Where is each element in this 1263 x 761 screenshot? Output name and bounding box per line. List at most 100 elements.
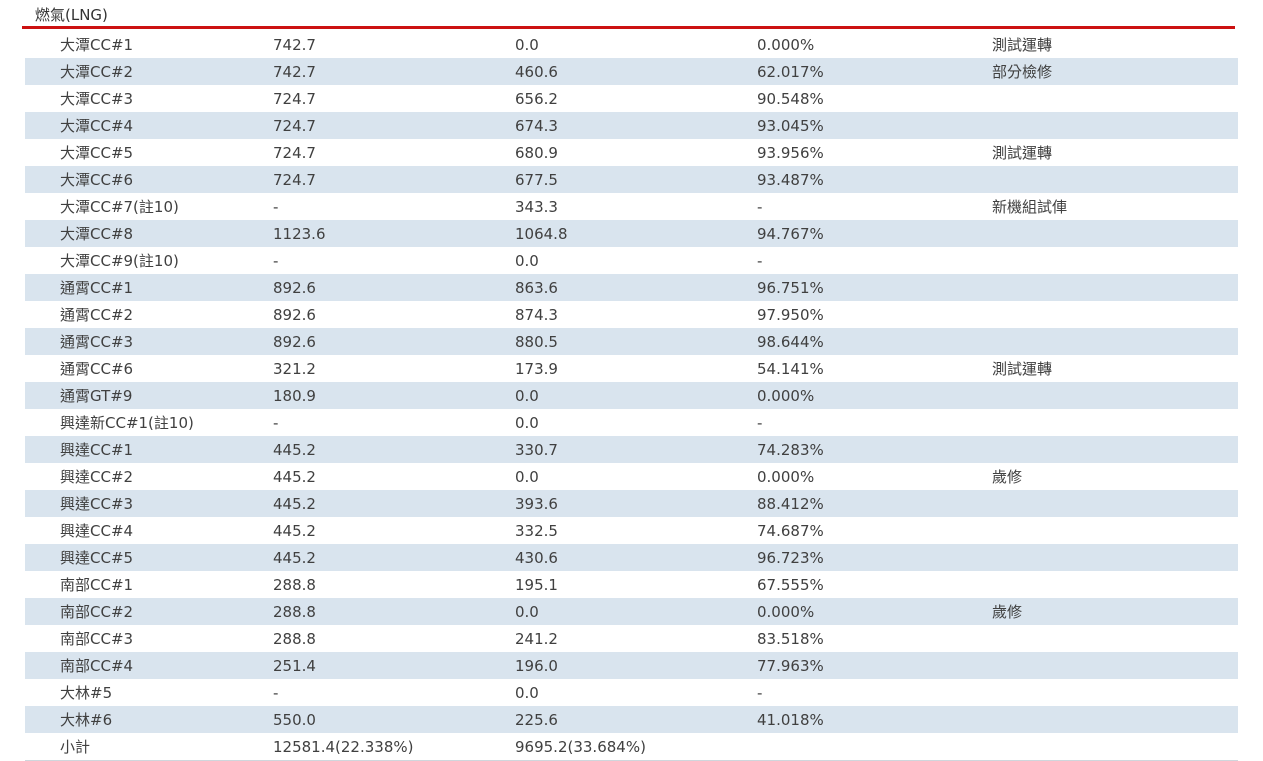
remark-text: 測試運轉 (992, 36, 1053, 54)
table-row: 小計 12581.4(22.338%) 9695.2(33.684%) (25, 733, 1238, 760)
output-value: 677.5 (515, 170, 558, 189)
remark-text: 歲修 (992, 468, 1023, 486)
output-value: 332.5 (515, 521, 558, 540)
unit-name: 通霄CC#6 (60, 360, 134, 378)
percent-value: 77.963% (757, 656, 824, 675)
percent-value: 90.548% (757, 89, 824, 108)
table-row: 興達新CC#1(註10) - 0.0 - (25, 409, 1238, 436)
output-value: 430.6 (515, 548, 558, 567)
percent-value: 74.687% (757, 521, 824, 540)
capacity-value: 724.7 (273, 143, 316, 162)
table-row: 通霄GT#9 180.9 0.0 0.000% (25, 382, 1238, 409)
table-row: 興達CC#2 445.2 0.0 0.000% 歲修 (25, 463, 1238, 490)
output-value: 0.0 (515, 413, 539, 432)
output-value: 680.9 (515, 143, 558, 162)
unit-name: 興達CC#2 (60, 468, 134, 486)
percent-value: 62.017% (757, 62, 824, 81)
table-row: 興達CC#5 445.2 430.6 96.723% (25, 544, 1238, 571)
remark-text: 新機組試俥 (992, 198, 1068, 216)
section-title: 燃氣(LNG) (35, 6, 108, 24)
percent-value: 96.723% (757, 548, 824, 567)
output-value: 330.7 (515, 440, 558, 459)
percent-value: 0.000% (757, 35, 815, 54)
table-row: 南部CC#1 288.8 195.1 67.555% (25, 571, 1238, 598)
capacity-value: 892.6 (273, 305, 316, 324)
output-value: 0.0 (515, 467, 539, 486)
unit-name: 大潭CC#8 (60, 225, 134, 243)
table-row: 大潭CC#8 1123.6 1064.8 94.767% (25, 220, 1238, 247)
output-value: 0.0 (515, 683, 539, 702)
percent-value: 98.644% (757, 332, 824, 351)
unit-name: 南部CC#3 (60, 630, 134, 648)
output-value: 343.3 (515, 197, 558, 216)
output-value: 225.6 (515, 710, 558, 729)
capacity-value: 288.8 (273, 602, 316, 621)
capacity-value: 724.7 (273, 170, 316, 189)
unit-name: 通霄GT#9 (60, 387, 133, 405)
unit-name: 大潭CC#7(註10) (60, 198, 179, 216)
table-row: 大潭CC#6 724.7 677.5 93.487% (25, 166, 1238, 193)
table-row: 大林#5 - 0.0 - (25, 679, 1238, 706)
output-value: 1064.8 (515, 224, 568, 243)
table-row: 興達CC#4 445.2 332.5 74.687% (25, 517, 1238, 544)
table-row: 通霄CC#6 321.2 173.9 54.141% 測試運轉 (25, 355, 1238, 382)
table-row: 通霄CC#3 892.6 880.5 98.644% (25, 328, 1238, 355)
output-value: 874.3 (515, 305, 558, 324)
capacity-value: 742.7 (273, 62, 316, 81)
percent-value: 96.751% (757, 278, 824, 297)
percent-value: 0.000% (757, 602, 815, 621)
percent-value: - (757, 413, 763, 432)
percent-value: 0.000% (757, 386, 815, 405)
output-value: 863.6 (515, 278, 558, 297)
percent-value: 67.555% (757, 575, 824, 594)
table-row: 大潭CC#7(註10) - 343.3 - 新機組試俥 (25, 193, 1238, 220)
percent-value: 97.950% (757, 305, 824, 324)
output-value: 393.6 (515, 494, 558, 513)
remark-text: 歲修 (992, 603, 1023, 621)
table-row: 興達CC#3 445.2 393.6 88.412% (25, 490, 1238, 517)
table-row: 大潭CC#4 724.7 674.3 93.045% (25, 112, 1238, 139)
table-row: 大林#6 550.0 225.6 41.018% (25, 706, 1238, 733)
unit-name: 南部CC#1 (60, 576, 134, 594)
output-value: 173.9 (515, 359, 558, 378)
table-row: 大潭CC#3 724.7 656.2 90.548% (25, 85, 1238, 112)
unit-name: 大潭CC#1 (60, 36, 134, 54)
capacity-value: 251.4 (273, 656, 316, 675)
percent-value: 88.412% (757, 494, 824, 513)
unit-name: 大林#5 (60, 684, 113, 702)
percent-value: 74.283% (757, 440, 824, 459)
capacity-value: 445.2 (273, 440, 316, 459)
output-value: 880.5 (515, 332, 558, 351)
table-row: 大潭CC#5 724.7 680.9 93.956% 測試運轉 (25, 139, 1238, 166)
capacity-value: 445.2 (273, 521, 316, 540)
unit-name: 大潭CC#6 (60, 171, 134, 189)
table-row: 通霄CC#1 892.6 863.6 96.751% (25, 274, 1238, 301)
remark-text: 測試運轉 (992, 144, 1053, 162)
capacity-value: 742.7 (273, 35, 316, 54)
unit-name: 南部CC#4 (60, 657, 134, 675)
unit-name: 興達CC#3 (60, 495, 134, 513)
output-value: 0.0 (515, 602, 539, 621)
output-value: 656.2 (515, 89, 558, 108)
output-value: 0.0 (515, 251, 539, 270)
unit-name: 大潭CC#3 (60, 90, 134, 108)
unit-name: 大潭CC#4 (60, 117, 134, 135)
table-row: 南部CC#3 288.8 241.2 83.518% (25, 625, 1238, 652)
unit-name: 通霄CC#1 (60, 279, 134, 297)
percent-value: - (757, 251, 763, 270)
unit-name: 興達CC#1 (60, 441, 134, 459)
capacity-value: 550.0 (273, 710, 316, 729)
unit-name: 通霄CC#3 (60, 333, 134, 351)
unit-name: 大林#6 (60, 711, 113, 729)
percent-value: 83.518% (757, 629, 824, 648)
capacity-value: 892.6 (273, 278, 316, 297)
unit-name: 大潭CC#9(註10) (60, 252, 179, 270)
output-value: 674.3 (515, 116, 558, 135)
percent-value: 93.045% (757, 116, 824, 135)
unit-name: 興達CC#5 (60, 549, 134, 567)
table-row: 通霄CC#2 892.6 874.3 97.950% (25, 301, 1238, 328)
table-row: 大潭CC#1 742.7 0.0 0.000% 測試運轉 (25, 31, 1238, 58)
output-value: 9695.2(33.684%) (515, 737, 646, 756)
capacity-value: - (273, 251, 279, 270)
